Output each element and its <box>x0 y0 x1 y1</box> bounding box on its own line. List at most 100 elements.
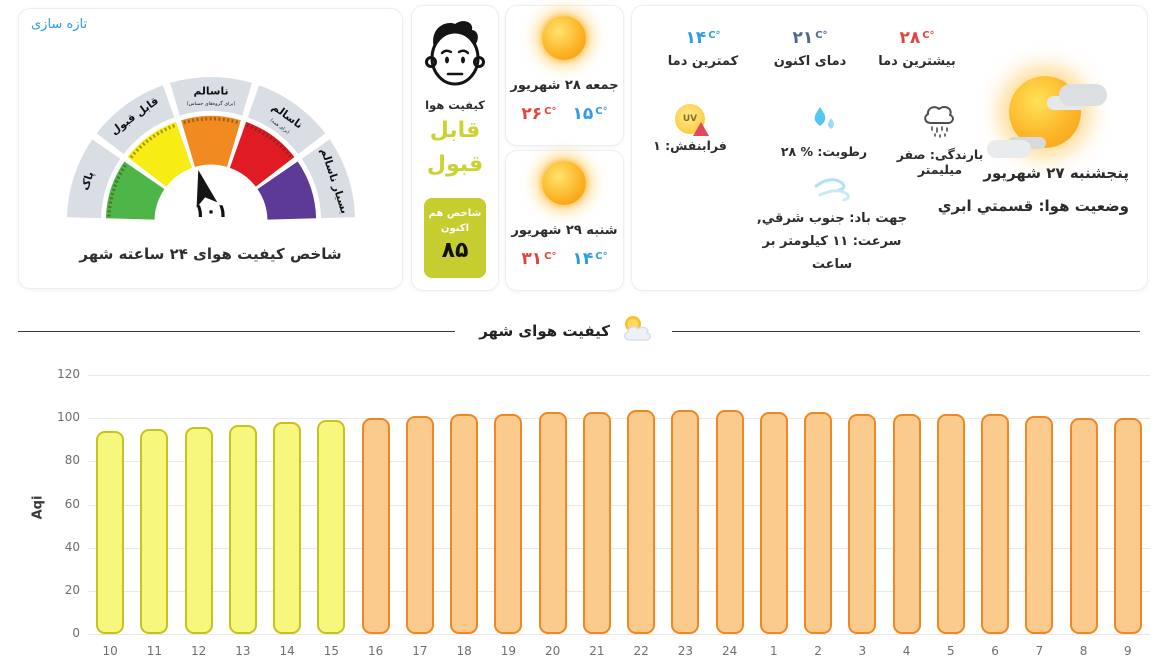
y-tick-label: 0 <box>72 626 80 640</box>
partly-cloudy-icon <box>624 316 651 341</box>
x-tick-label: 16 <box>367 644 384 658</box>
x-tick-label: 14 <box>279 644 295 658</box>
chart-section-title: کیفیت هوای شهر <box>479 322 610 340</box>
x-tick-label: 13 <box>235 644 251 658</box>
badge-value: ۸۵ <box>441 238 469 263</box>
aqi-bar[interactable] <box>981 413 1010 634</box>
forecast-min-temp: ۱۵ C° <box>572 104 608 124</box>
forecast-date: شنبه ۲۹ شهریور <box>511 223 618 238</box>
x-tick-label: 3 <box>858 644 867 658</box>
aqi-bar[interactable] <box>671 409 700 634</box>
humidity-icon <box>814 107 835 129</box>
forecast-max-temp: ۳۱ C° <box>521 249 557 269</box>
gridline <box>88 418 1150 420</box>
y-tick-label: 40 <box>64 539 80 554</box>
air-quality-card: کیفیت هوا قابل قبول شاخص هم اکنون ۸۵ <box>411 5 499 291</box>
gauge-segment-label: ناسالم <box>194 84 229 97</box>
aqi-bar[interactable] <box>936 413 965 634</box>
x-tick-label: 18 <box>456 644 472 658</box>
today-date: پنجشنبه ۲۷ شهریور <box>983 164 1129 182</box>
x-tick-label: 15 <box>323 644 340 658</box>
aqi-bar[interactable] <box>715 409 744 634</box>
badge-label: شاخص هم اکنون <box>428 208 482 234</box>
rain-cloud-icon <box>924 105 954 138</box>
min-temp-item: ۱۴ C° کمترین دما <box>667 28 739 69</box>
aqi-bar[interactable] <box>405 416 434 634</box>
x-tick-label: 8 <box>1079 644 1088 658</box>
gridline <box>88 504 1150 506</box>
gauge-segment-sublabel: (برای گروه‌های حساس) <box>187 100 236 107</box>
aqi-bar[interactable] <box>361 418 390 634</box>
aqi-bar[interactable] <box>317 420 346 634</box>
aqi-bar[interactable] <box>848 413 877 634</box>
forecast-date: جمعه ۲۸ شهریور <box>510 78 619 93</box>
aqi-bar[interactable] <box>96 431 125 634</box>
aqi-bar[interactable] <box>759 411 788 634</box>
aqi-chart: Aqi 0 20 40 60 80 100 120 10 11 12 13 14 15 16 17 18 19 2… <box>30 362 1156 667</box>
aqi-bar[interactable] <box>627 409 656 634</box>
wind-icon <box>814 178 850 202</box>
aqi-bar[interactable] <box>892 413 921 634</box>
partly-cloudy-large-icon <box>987 74 1107 160</box>
y-tick-label: 60 <box>64 496 80 511</box>
x-tick-label: 1 <box>770 644 778 658</box>
aqi-bar[interactable] <box>450 413 479 634</box>
x-tick-label: 10 <box>102 644 118 658</box>
cloud-icon <box>987 140 1031 158</box>
gauge-segment <box>105 161 165 220</box>
current-temp-item: ۲۱ C° دمای اکنون <box>773 28 847 69</box>
gauge-hatch <box>129 123 176 159</box>
y-tick-label: 80 <box>64 453 80 468</box>
gauge-ring-segment <box>301 139 356 219</box>
gauge-segment <box>181 115 241 167</box>
x-tick-label: 21 <box>589 644 605 658</box>
aqi-bar[interactable] <box>1025 416 1054 634</box>
aqi-bar[interactable] <box>273 422 302 634</box>
refresh-button[interactable]: تازه سازی <box>31 17 88 32</box>
aqi-bar[interactable] <box>1069 418 1098 634</box>
gauge-value: ۱۰۱ <box>194 201 228 222</box>
gauge-segment <box>127 121 193 187</box>
gridline <box>88 461 1150 463</box>
x-tick-label: 20 <box>544 644 561 658</box>
gridline <box>88 590 1150 592</box>
aqi-bar[interactable] <box>184 426 213 634</box>
gridline <box>88 375 1150 376</box>
humidity-metric: رطوبت: % ۲۸ <box>764 104 884 159</box>
gauge-needle <box>196 170 218 208</box>
x-tick-label: 24 <box>721 644 738 658</box>
aqi-bar[interactable] <box>804 411 833 634</box>
face-icon <box>425 21 485 86</box>
x-tick-label: 7 <box>1035 644 1044 658</box>
wind-metric: جهت باد: جنوب شرقي, سرعت: ۱۱ کیلومتر بر … <box>742 174 922 276</box>
current-index-badge: شاخص هم اکنون ۸۵ <box>424 198 486 278</box>
x-tick-label: 6 <box>991 644 999 658</box>
gauge-segment <box>229 121 295 187</box>
y-tick-label: 120 <box>57 367 80 381</box>
uv-icon: UV <box>675 104 709 136</box>
forecast-card-day2: شنبه ۲۹ شهریور ۳۱ C° ۱۴ C° <box>505 150 624 291</box>
aqi-bar[interactable] <box>228 424 257 634</box>
aqi-bar[interactable] <box>1113 418 1142 634</box>
air-quality-label: کیفیت هوا <box>425 98 485 112</box>
weather-condition: وضعیت هوا: قسمتي ابري <box>937 197 1129 215</box>
max-temp-item: ۲۸ C° بیشترین دما <box>878 28 956 69</box>
aqi-bar[interactable] <box>538 411 567 634</box>
sun-icon <box>542 16 586 60</box>
uv-metric: UV فرابنفش: ۱ <box>630 104 750 153</box>
y-tick-label: 100 <box>57 410 80 425</box>
gauge-hatch <box>107 163 128 217</box>
gridline <box>88 634 1150 635</box>
gauge-segment-label: پاک <box>78 170 96 192</box>
gauge-hatch <box>183 117 239 125</box>
aqi-bar[interactable] <box>494 413 523 634</box>
gauge-ring-segment <box>66 139 121 219</box>
aqi-bar[interactable] <box>140 428 169 634</box>
gauge-segment <box>257 161 317 220</box>
rain-metric: بارندگی: صفر میلیمتر <box>880 101 1000 177</box>
x-tick-label: 11 <box>146 644 163 658</box>
aqi-bar[interactable] <box>582 411 611 634</box>
divider-line <box>672 331 1140 332</box>
